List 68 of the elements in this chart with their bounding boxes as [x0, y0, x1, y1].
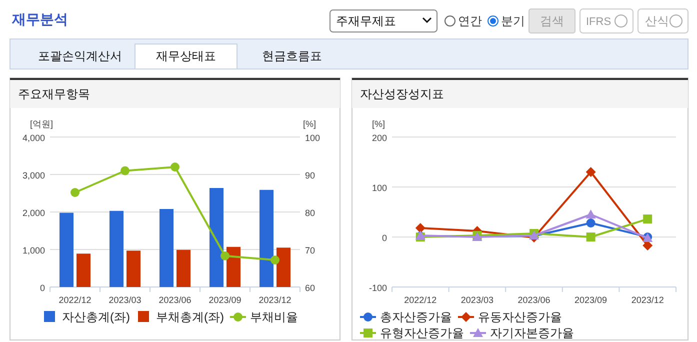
y2-axis-title: [%]: [303, 119, 316, 129]
x-tick-label: 2023/03: [108, 295, 142, 305]
x-tick-label: 2023/06: [518, 295, 550, 305]
point: [643, 214, 652, 224]
y2-tick-label: 60: [305, 283, 316, 293]
bar: [226, 246, 240, 287]
y-tick-label: 0: [382, 233, 387, 243]
chart-title: 자산성장성지표: [360, 87, 444, 101]
point: [220, 251, 230, 260]
point: [586, 232, 596, 242]
x-tick-label: 2023/03: [460, 295, 494, 305]
legend-label: 자기자본증가율: [490, 326, 574, 340]
x-tick-label: 2023/09: [208, 295, 242, 305]
point: [415, 223, 426, 233]
x-tick-label: 2023/06: [158, 295, 192, 305]
point: [270, 256, 280, 264]
text: 재무분석: [11, 11, 68, 27]
bar: [210, 188, 224, 287]
point: [642, 240, 653, 250]
y-tick-label: 100: [372, 183, 387, 193]
y2-tick-label: 90: [305, 170, 316, 180]
point: [120, 166, 130, 176]
x-tick-label: 2023/12: [258, 295, 292, 305]
y2-tick-label: 100: [305, 133, 320, 143]
y-tick-label: 200: [372, 133, 387, 143]
y2-tick-label: 80: [305, 208, 316, 218]
text: IFRS: [586, 16, 612, 28]
x-tick-label: 2023/12: [631, 295, 664, 305]
chart-title: 주요재무항목: [18, 87, 90, 101]
y-tick-label: 3,000: [22, 170, 45, 180]
x-tick-label: 2022/12: [58, 295, 92, 305]
bar: [276, 248, 290, 287]
text: 분기: [501, 14, 525, 28]
y-tick-label: 4,000: [22, 133, 45, 143]
bar: [110, 210, 124, 287]
y-tick-label: -100: [368, 283, 387, 293]
y-tick-label: 1,000: [22, 246, 45, 256]
point: [70, 188, 80, 197]
legend-label: 부채비율: [250, 310, 298, 324]
x-tick-label: 2023/09: [574, 295, 608, 305]
y2-tick-label: 70: [305, 246, 316, 256]
bar: [126, 250, 140, 287]
point: [170, 162, 180, 172]
text: 검색: [540, 14, 564, 28]
text: 산식: [645, 14, 669, 28]
bar: [60, 212, 74, 287]
legend-label: 부채총계(좌): [156, 310, 224, 324]
bar: [160, 209, 174, 287]
y-axis-title: [%]: [372, 119, 386, 129]
bar: [260, 190, 274, 287]
y-axis-title: [억원]: [30, 119, 54, 129]
text: 재무상태표: [156, 49, 216, 63]
legend-label: 유동자산증가율: [478, 310, 562, 324]
text: 현금흐름표: [262, 49, 322, 63]
y-tick-label: 2,000: [22, 208, 45, 218]
bar: [176, 250, 190, 287]
legend-label: 총자산증가율: [380, 310, 452, 324]
x-tick-label: 2022/12: [404, 295, 437, 305]
text: 주재무제표: [336, 14, 396, 28]
text: 연간: [458, 14, 482, 28]
bar: [76, 254, 90, 287]
point: [586, 210, 596, 218]
point: [586, 218, 596, 228]
text: 포괄손익계산서: [38, 49, 122, 63]
point: [586, 167, 596, 177]
legend-label: 유형자산증가율: [380, 326, 464, 340]
y-tick-label: 0: [40, 283, 45, 293]
legend-label: 자산총계(좌): [62, 310, 130, 324]
